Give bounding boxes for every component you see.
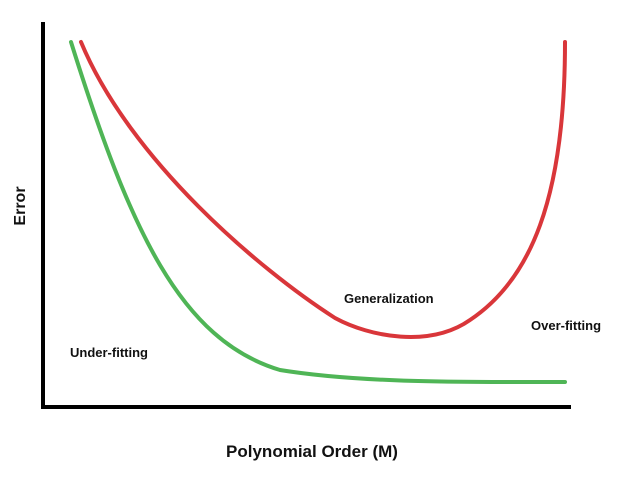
y-axis-label: Error [12,186,29,226]
generalization-annotation: Generalization [344,291,434,306]
training-error-curve [69,40,567,385]
underfitting-annotation: Under-fitting [70,345,148,360]
x-axis-label: Polynomial Order (M) [226,442,398,461]
axes-lines [41,22,571,409]
overfitting-annotation: Over-fitting [531,318,602,333]
test-error-curve [79,40,567,339]
